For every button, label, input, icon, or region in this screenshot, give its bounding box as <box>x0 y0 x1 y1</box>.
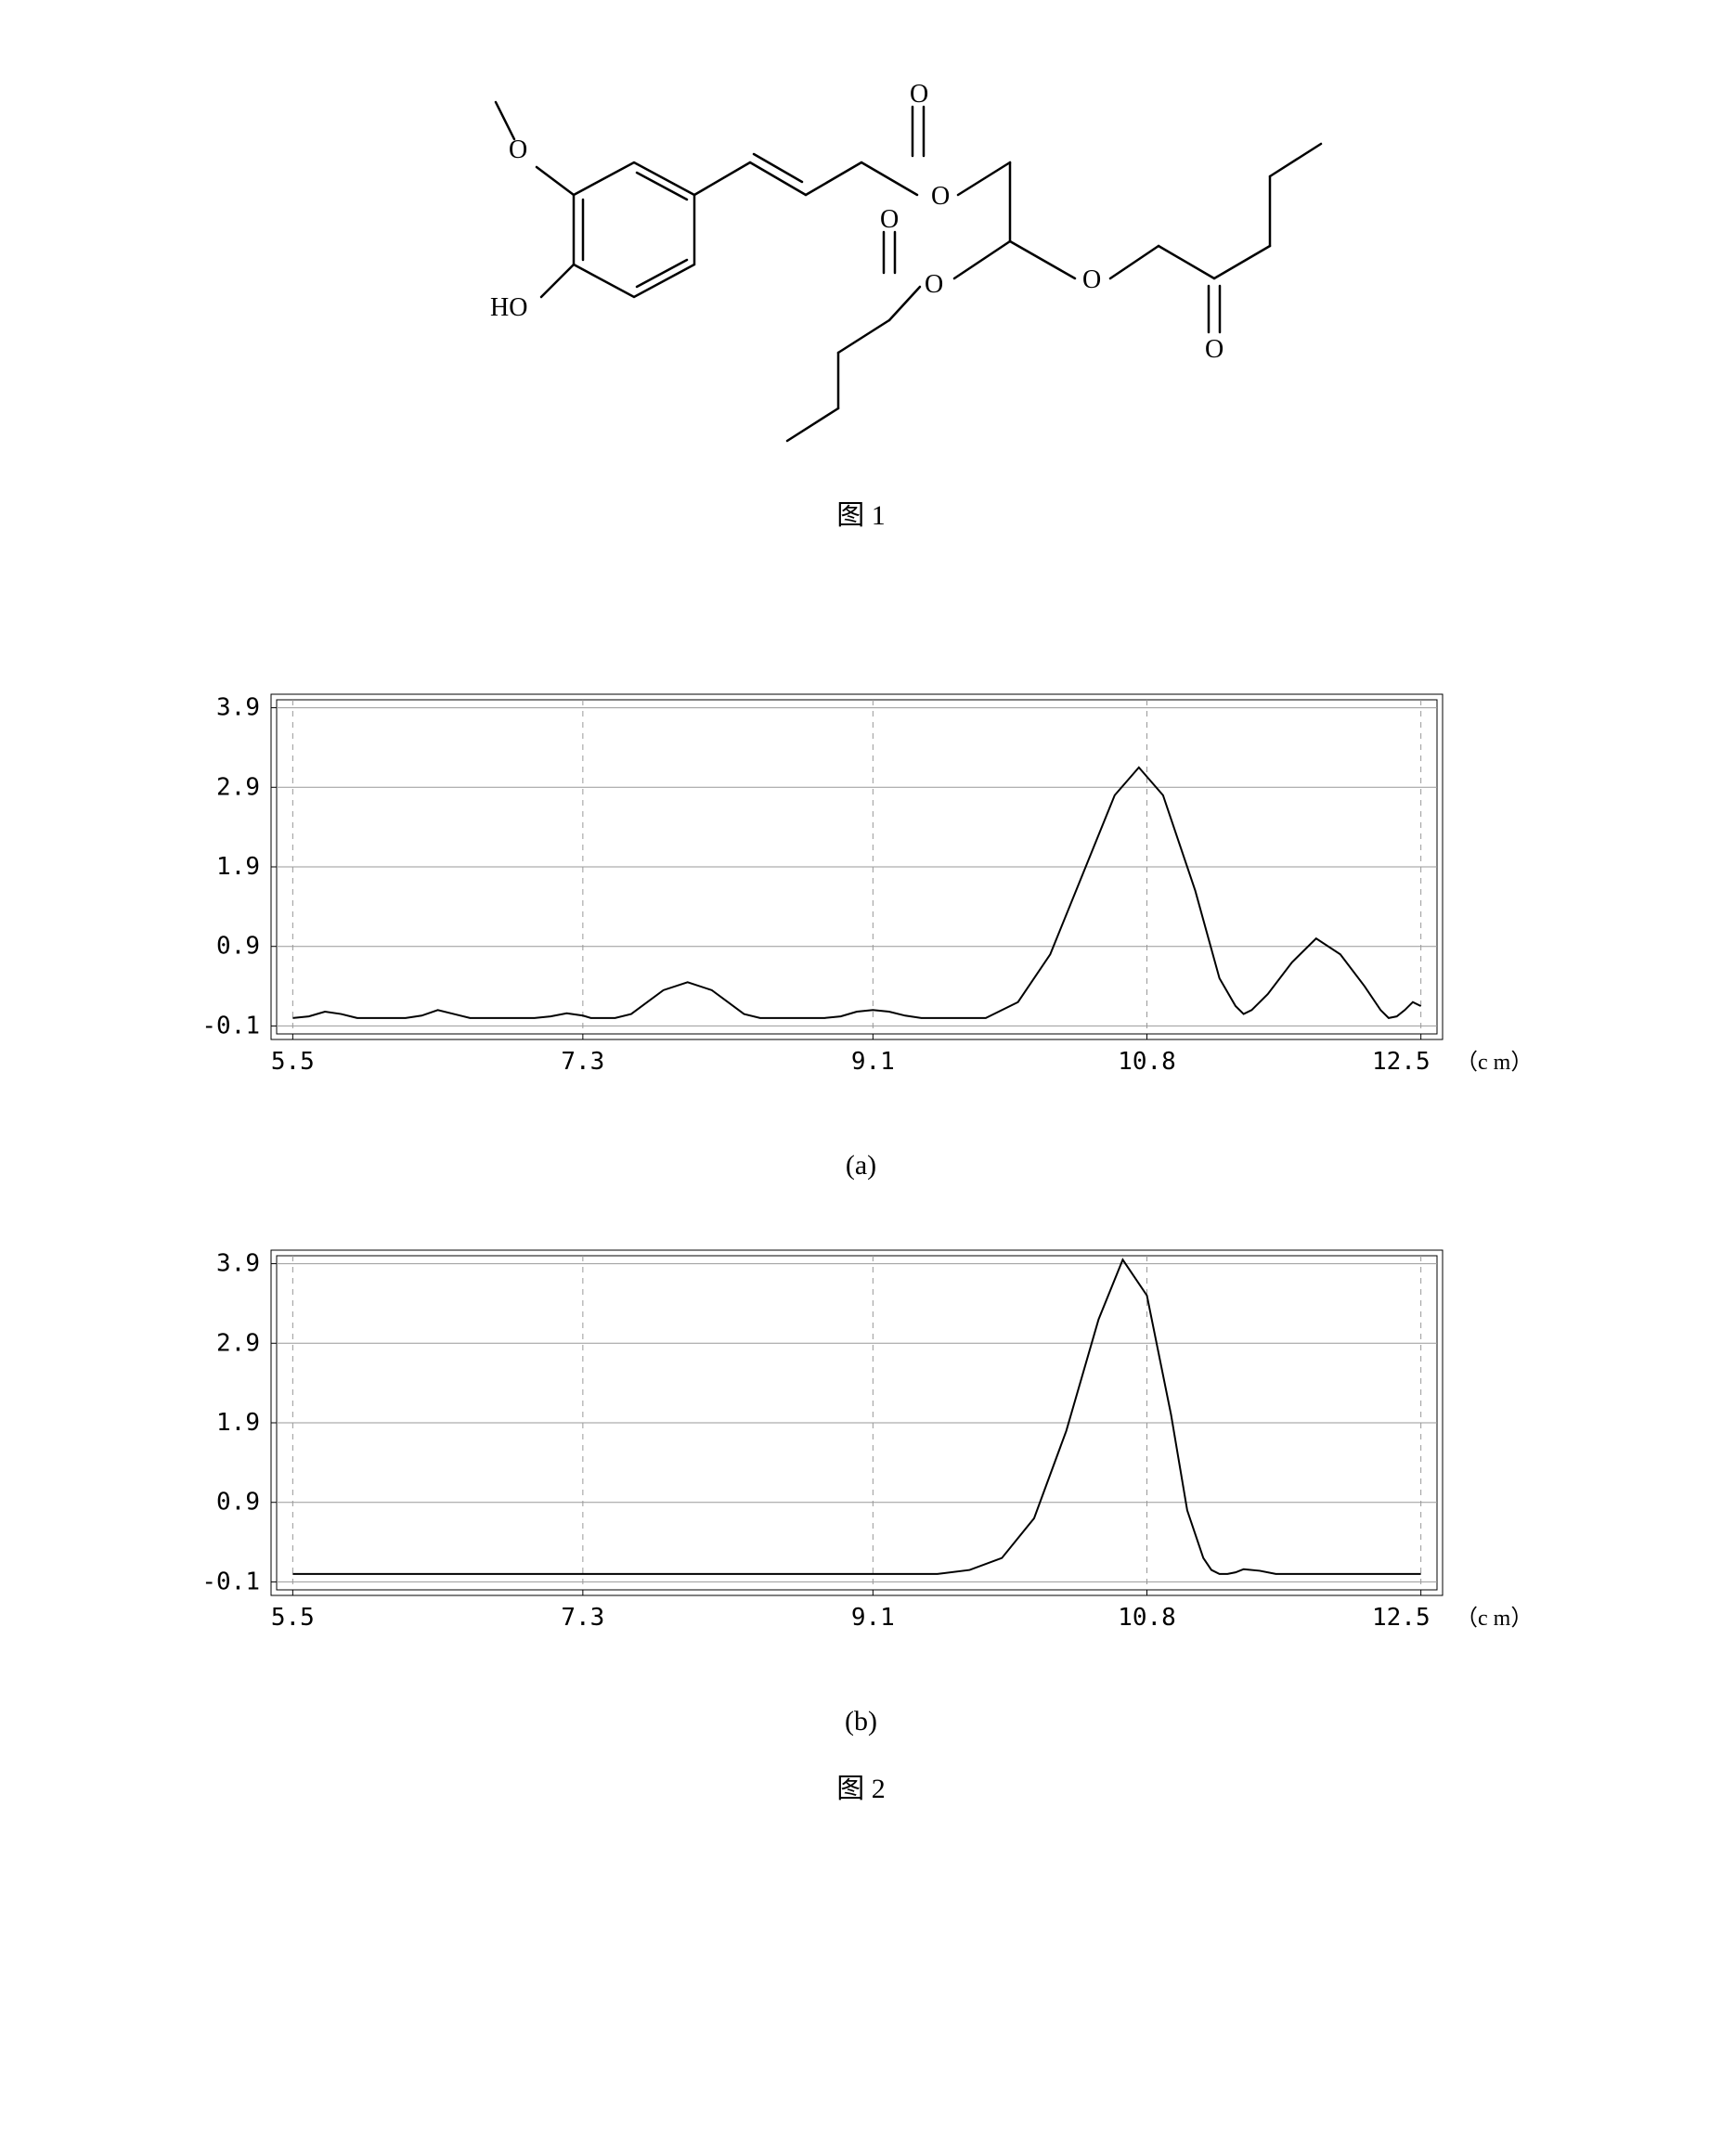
svg-text:12.5: 12.5 <box>1372 1048 1431 1076</box>
svg-text:5.5: 5.5 <box>270 1604 314 1632</box>
svg-text:O: O <box>925 270 943 299</box>
svg-text:9.1: 9.1 <box>850 1048 894 1076</box>
svg-text:-0.1: -0.1 <box>201 1568 260 1595</box>
svg-text:O: O <box>880 205 899 234</box>
svg-text:7.3: 7.3 <box>561 1604 604 1632</box>
svg-text:O: O <box>931 182 950 211</box>
figure-1: O O O O O O O HO 图 1 <box>37 37 1685 533</box>
figure-2-caption: 图 2 <box>836 1765 886 1806</box>
svg-text:-0.1: -0.1 <box>201 1012 260 1039</box>
chart-a: -0.1 0.9 1.9 2.9 3.9 5.5 7.3 9.1 10.8 12.5 （c m） <box>165 681 1558 1122</box>
svg-text:10.8: 10.8 <box>1118 1604 1176 1632</box>
svg-text:7.3: 7.3 <box>561 1048 604 1076</box>
svg-text:（c m）: （c m） <box>1456 1051 1533 1075</box>
svg-text:1.9: 1.9 <box>216 853 260 881</box>
svg-text:O: O <box>509 136 527 164</box>
figure-2: -0.1 0.9 1.9 2.9 3.9 5.5 7.3 9.1 10.8 12.5 （c m） (… <box>37 626 1685 1806</box>
svg-text:9.1: 9.1 <box>850 1604 894 1632</box>
figure-1-caption: 图 1 <box>836 492 886 533</box>
svg-text:0.9: 0.9 <box>216 1489 260 1517</box>
svg-text:3.9: 3.9 <box>216 1250 260 1278</box>
chart-b-caption: (b) <box>845 1706 877 1737</box>
chart-a-caption: (a) <box>846 1150 876 1181</box>
svg-text:0.9: 0.9 <box>216 933 260 961</box>
svg-text:O: O <box>1205 335 1224 364</box>
svg-text:O: O <box>1082 265 1101 294</box>
svg-text:3.9: 3.9 <box>216 694 260 722</box>
svg-text:（c m）: （c m） <box>1456 1607 1533 1631</box>
svg-text:O: O <box>910 80 928 109</box>
svg-text:2.9: 2.9 <box>216 1329 260 1357</box>
svg-text:2.9: 2.9 <box>216 773 260 801</box>
svg-text:5.5: 5.5 <box>270 1048 314 1076</box>
svg-text:HO: HO <box>490 293 527 322</box>
chart-b: -0.1 0.9 1.9 2.9 3.9 5.5 7.3 9.1 10.8 12.5 （c m） <box>165 1237 1558 1678</box>
svg-text:10.8: 10.8 <box>1118 1048 1176 1076</box>
chemical-structure: O O O O O O O HO <box>397 37 1326 464</box>
svg-text:1.9: 1.9 <box>216 1409 260 1437</box>
svg-text:12.5: 12.5 <box>1372 1604 1431 1632</box>
